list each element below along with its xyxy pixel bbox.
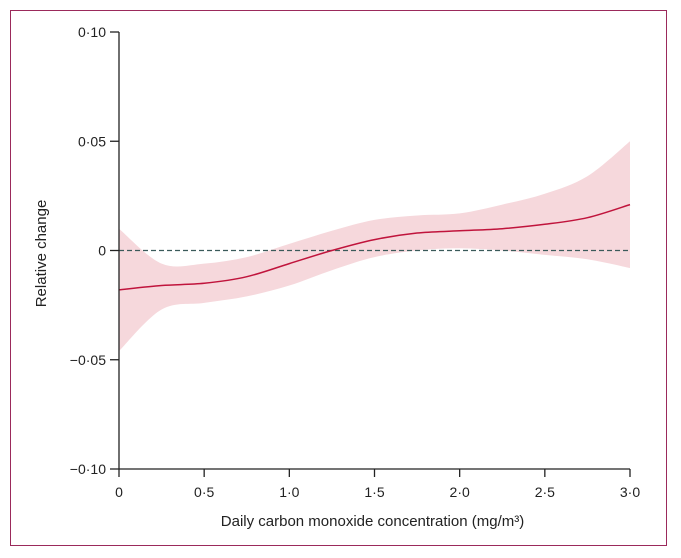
x-tick-label: 0·5: [194, 484, 214, 500]
x-tick-label: 2·5: [535, 484, 555, 500]
confidence-band: [119, 141, 630, 351]
y-tick-label: −0·05: [70, 352, 106, 368]
fitted-curve: [118, 203, 631, 291]
y-axis-label: Relative change: [33, 200, 50, 308]
y-tick-label: 0: [98, 243, 106, 259]
y-tick-label: −0·10: [70, 461, 106, 477]
x-tick-label: 2·0: [450, 484, 470, 500]
x-tick-label: 1·0: [279, 484, 299, 500]
chart-frame: [10, 10, 667, 546]
x-axis-label: Daily carbon monoxide concentration (mg/…: [221, 513, 524, 530]
y-ticks: 0·10 0·05 0 −0·05 −0·10: [70, 24, 119, 477]
x-tick-label: 0: [115, 484, 123, 500]
x-ticks: 0 0·5 1·0 1·5 2·0 2·5 3·0: [115, 469, 640, 500]
y-tick-label: 0·05: [78, 133, 106, 149]
x-tick-label: 3·0: [620, 484, 640, 500]
x-tick-label: 1·5: [364, 484, 384, 500]
y-tick-label: 0·10: [78, 24, 106, 40]
